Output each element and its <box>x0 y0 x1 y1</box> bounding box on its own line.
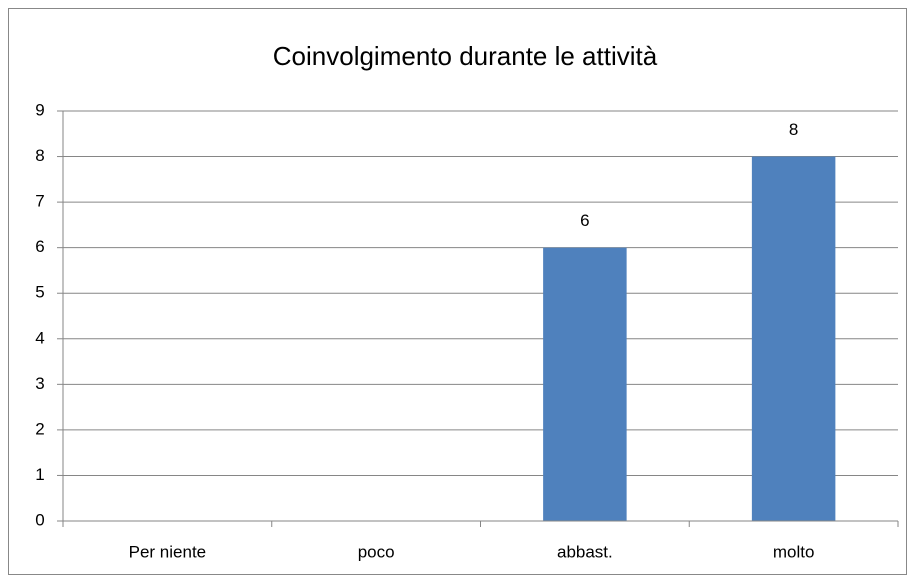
y-tick-label: 5 <box>35 283 44 302</box>
bar <box>751 156 836 522</box>
y-tick-label: 8 <box>35 146 44 165</box>
bar <box>543 247 627 521</box>
x-tick-label: Per niente <box>129 542 207 561</box>
y-tick-label: 9 <box>35 100 44 119</box>
y-tick-label: 7 <box>35 192 44 211</box>
y-tick-label: 0 <box>35 510 44 529</box>
data-label: 6 <box>580 211 589 230</box>
y-tick-label: 2 <box>35 419 44 438</box>
data-label: 8 <box>789 120 798 139</box>
x-tick-label: molto <box>773 542 815 561</box>
y-tick-label: 4 <box>35 328 44 347</box>
y-tick-label: 1 <box>35 465 44 484</box>
x-tick-label: abbast. <box>557 542 613 561</box>
y-tick-label: 6 <box>35 237 44 256</box>
x-tick-label: poco <box>358 542 395 561</box>
y-tick-label: 3 <box>35 374 44 393</box>
chart-title: Coinvolgimento durante le attività <box>273 41 658 71</box>
